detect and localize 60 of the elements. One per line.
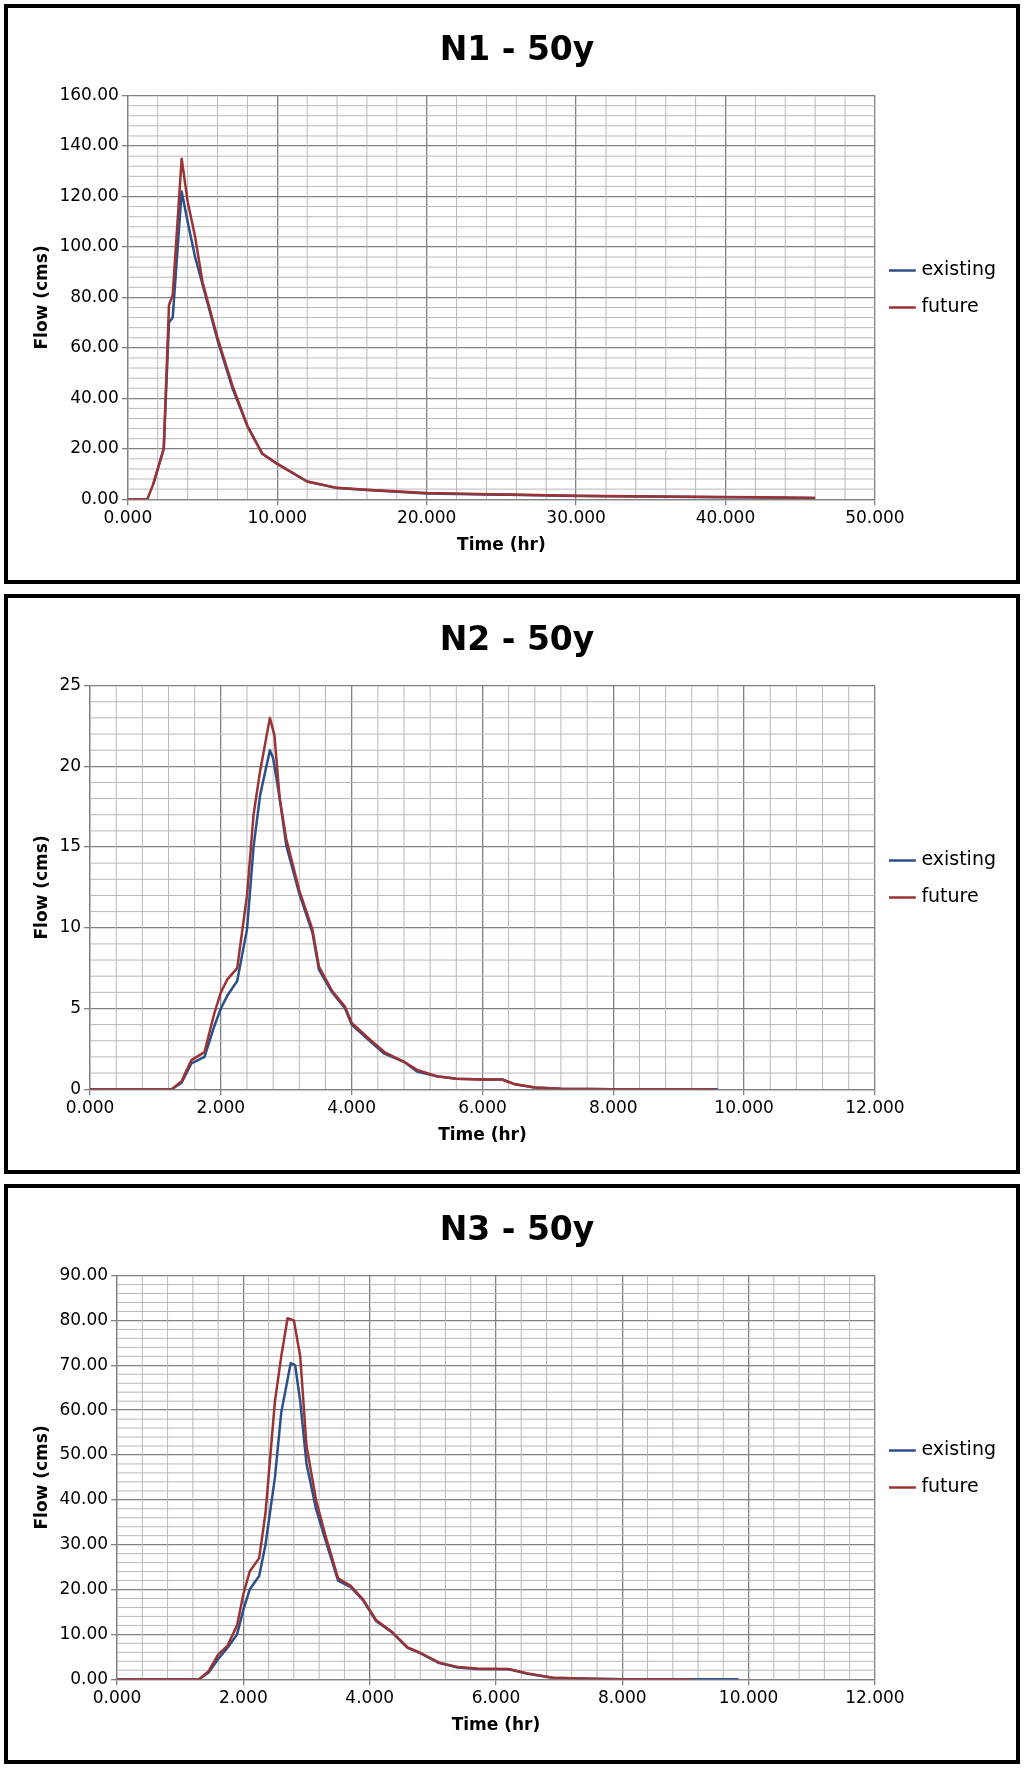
- chart-title: N3 - 50y: [439, 1209, 595, 1249]
- y-tick-label: 160.00: [59, 84, 119, 105]
- x-tick-label: 50.000: [845, 506, 905, 527]
- x-tick-label: 0.000: [103, 506, 153, 527]
- y-tick-label: 80.00: [70, 285, 119, 306]
- x-tick-label: 4.000: [327, 1096, 376, 1117]
- x-tick-label: 10.000: [714, 1096, 774, 1117]
- x-tick-label: 8.000: [588, 1096, 638, 1117]
- x-tick-label: 6.000: [471, 1686, 521, 1707]
- y-tick-label: 0.00: [70, 1667, 109, 1688]
- x-axis-title: Time (hr): [438, 1124, 527, 1145]
- x-tick-label: 40.000: [695, 506, 756, 527]
- y-tick-label: 20.00: [70, 437, 119, 458]
- x-tick-label: 20.000: [396, 506, 457, 527]
- y-tick-label: 70.00: [59, 1353, 109, 1374]
- y-tick-label: 60.00: [70, 336, 119, 357]
- y-tick-label: 50.00: [59, 1443, 109, 1464]
- x-axis-title: Time (hr): [451, 1714, 541, 1735]
- legend-label: existing: [921, 847, 996, 870]
- chart-title: N1 - 50y: [439, 29, 595, 69]
- x-tick-label: 0.000: [65, 1096, 115, 1117]
- y-axis-title: Flow (cms): [30, 1425, 51, 1530]
- chart-title: N2 - 50y: [439, 619, 595, 659]
- y-tick-label: 30.00: [59, 1533, 109, 1554]
- x-tick-label: 12.000: [845, 1686, 905, 1707]
- x-tick-label: 12.000: [845, 1096, 905, 1117]
- x-tick-label: 30.000: [546, 506, 606, 527]
- legend-label: existing: [921, 257, 996, 280]
- legend-label: future: [921, 1474, 979, 1497]
- legend-label: future: [921, 884, 979, 907]
- x-tick-label: 2.000: [196, 1096, 246, 1117]
- x-tick-label: 8.000: [597, 1686, 647, 1707]
- y-tick-label: 40.00: [70, 386, 119, 407]
- y-tick-label: 40.00: [59, 1488, 109, 1509]
- y-tick-label: 25: [59, 674, 82, 695]
- x-tick-label: 0.000: [92, 1686, 142, 1707]
- y-tick-label: 15: [59, 835, 82, 856]
- y-tick-label: 60.00: [59, 1398, 109, 1419]
- x-tick-label: 6.000: [458, 1096, 507, 1117]
- y-tick-label: 5: [70, 996, 82, 1017]
- y-tick-label: 120.00: [59, 184, 119, 205]
- y-tick-label: 80.00: [59, 1308, 109, 1329]
- x-tick-label: 4.000: [345, 1686, 395, 1707]
- y-tick-label: 90.00: [59, 1264, 109, 1285]
- y-tick-label: 20: [59, 754, 82, 775]
- x-axis-title: Time (hr): [457, 534, 546, 555]
- y-tick-label: 0: [70, 1077, 82, 1098]
- y-tick-label: 10: [59, 916, 82, 937]
- y-tick-label: 140.00: [59, 134, 119, 155]
- y-tick-label: 0.00: [81, 487, 119, 508]
- legend-label: existing: [921, 1437, 996, 1460]
- y-axis-title: Flow (cms): [30, 835, 51, 940]
- x-tick-label: 10.000: [718, 1686, 779, 1707]
- y-tick-label: 100.00: [59, 235, 119, 256]
- legend-label: future: [921, 294, 979, 317]
- y-axis-title: Flow (cms): [30, 245, 51, 350]
- x-tick-label: 10.000: [247, 506, 308, 527]
- y-tick-label: 10.00: [59, 1622, 109, 1643]
- y-tick-label: 20.00: [59, 1577, 109, 1598]
- x-tick-label: 2.000: [219, 1686, 268, 1707]
